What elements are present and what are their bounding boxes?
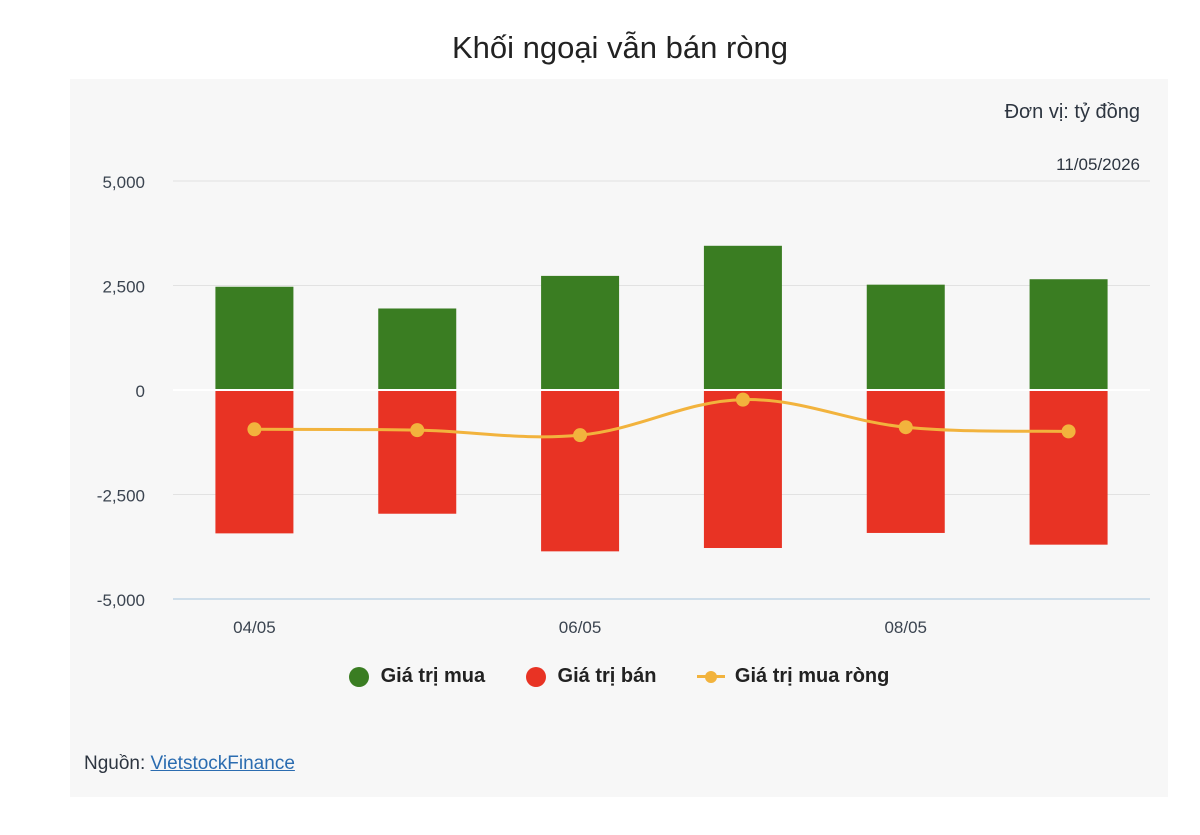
bar-buy (215, 286, 294, 390)
net-point (898, 420, 913, 435)
bar-sell (215, 390, 294, 534)
y-tick-label: 5,000 (102, 173, 145, 192)
chart-plot: 5,000 2,500 0 -2,500 -5,000 04/05 06/05 08/05 (97, 173, 1150, 637)
y-tick-label: -2,500 (97, 487, 145, 506)
legend: Giá trị mua Giá trị bán Giá trị mua ròng (70, 665, 1168, 692)
y-tick-label: 0 (136, 382, 145, 401)
legend-item-buy[interactable]: Giá trị mua (348, 665, 486, 688)
x-tick-label: 04/05 (233, 618, 276, 637)
chart-panel: Đơn vị: tỷ đồng 11/05/2026 5,000 2,500 0 -2… (70, 79, 1168, 797)
x-tick-label: 08/05 (884, 618, 927, 637)
bar-sell (541, 390, 620, 552)
y-tick-label: -5,000 (97, 591, 145, 610)
net-point (735, 392, 750, 407)
bar-buy (703, 245, 782, 390)
legend-item-sell[interactable]: Giá trị bán (525, 665, 657, 688)
unit-label: Đơn vị: tỷ đồng (1004, 101, 1140, 123)
bar-sell (378, 390, 457, 514)
bar-buy (378, 308, 457, 390)
net-point (247, 422, 262, 437)
legend-buy-label: Giá trị mua (380, 665, 486, 687)
legend-sell-icon (525, 666, 546, 687)
legend-net-label: Giá trị mua ròng (734, 665, 890, 687)
y-tick-label: 2,500 (102, 278, 145, 297)
legend-item-net[interactable]: Giá trị mua ròng (696, 665, 890, 688)
x-tick-label: 06/05 (559, 618, 602, 637)
source-prefix: Nguồn: (84, 753, 151, 774)
source-note: Nguồn: VietstockFinance (84, 753, 295, 775)
bar-buy (1029, 279, 1108, 390)
source-link[interactable]: VietstockFinance (150, 753, 295, 774)
date-label: 11/05/2026 (1056, 155, 1140, 174)
legend-buy-icon (348, 666, 369, 687)
legend-net-icon (696, 667, 725, 687)
bar-buy (866, 284, 945, 390)
net-point (573, 428, 588, 443)
bar-buy (541, 275, 620, 390)
legend-sell-label: Giá trị bán (557, 665, 657, 687)
bar-sell (703, 390, 782, 549)
chart-title: Khối ngoại vẫn bán ròng (451, 30, 789, 65)
bar-sell (866, 390, 945, 533)
net-line (254, 398, 1069, 439)
bar-sell (1029, 390, 1108, 545)
net-point (410, 423, 425, 438)
net-point (1061, 424, 1076, 439)
